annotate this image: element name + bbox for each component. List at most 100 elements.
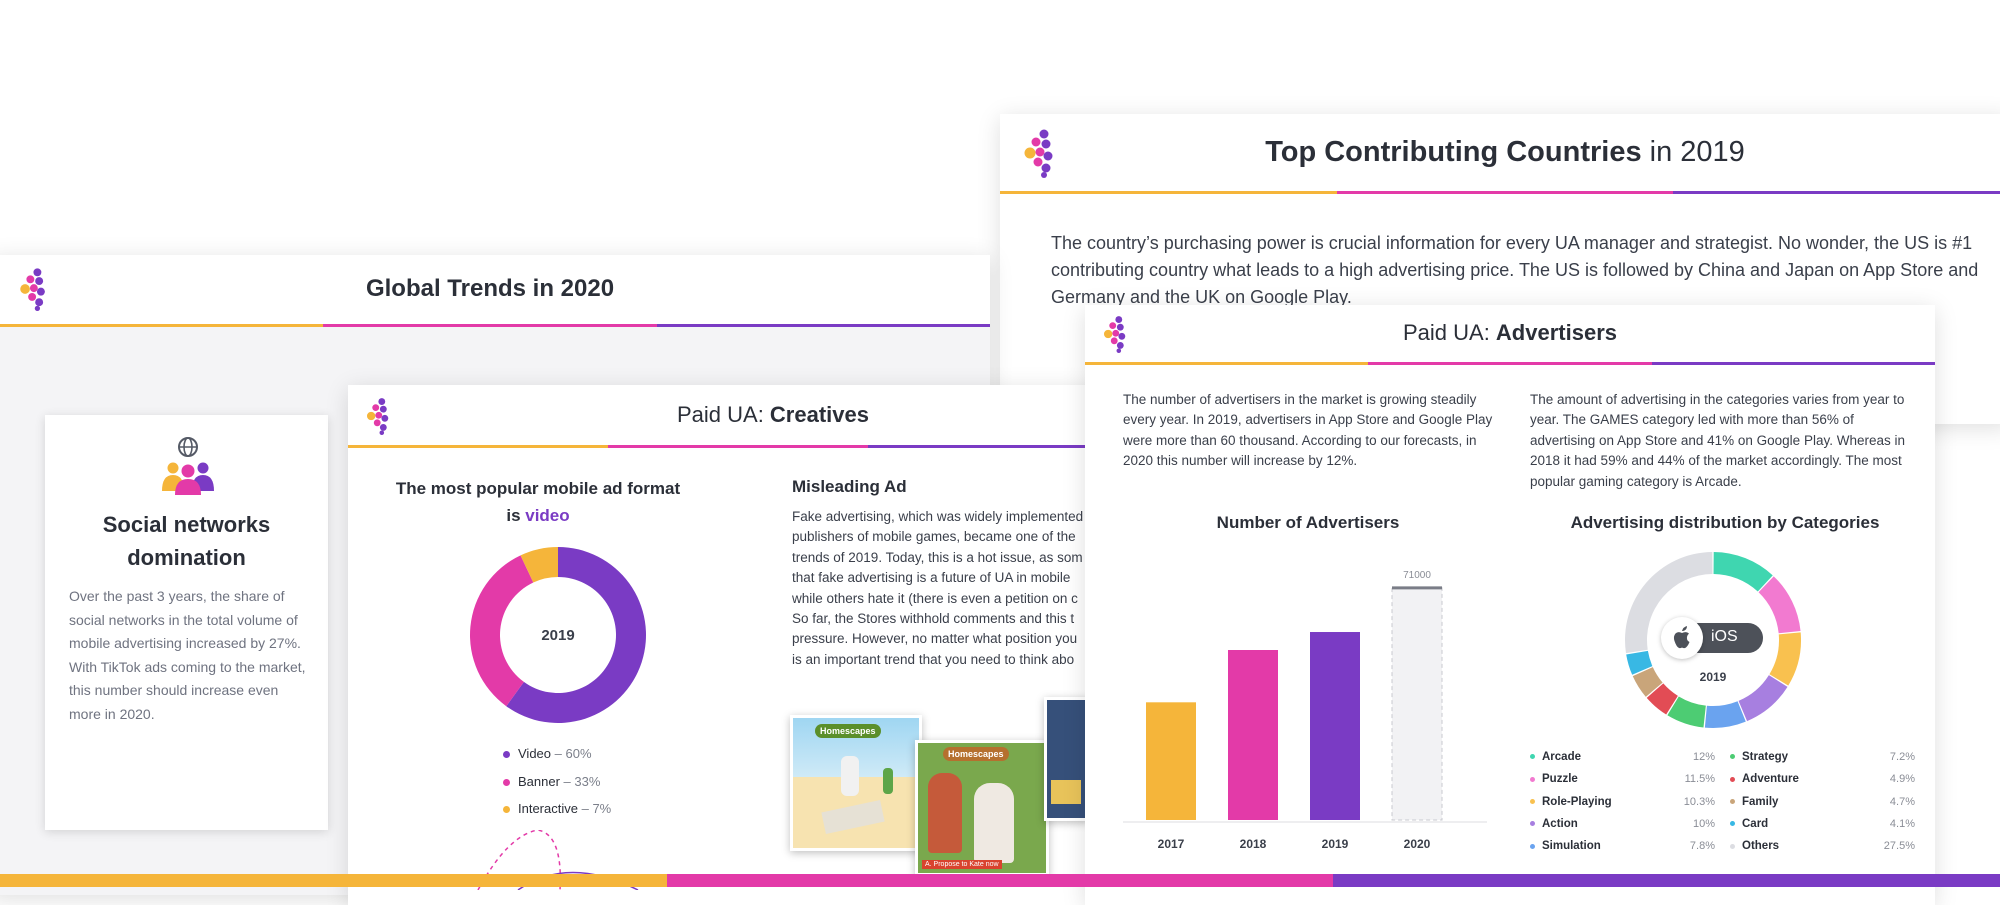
donut-slice [1713,552,1773,592]
header-stripe [1085,362,1935,365]
legend-item-interactive: Interactive – 7% [503,795,611,823]
donut-slice [1632,667,1663,697]
creatives-card: Paid UA: Creatives The most popular mobi… [348,385,1128,905]
brand-logo-icon [366,398,389,435]
brand-logo-icon [1103,316,1126,353]
globe-icon [178,437,198,457]
text-line: pressure. However, no matter what positi… [792,631,1078,647]
legend-value: 7.2% [1889,751,1915,763]
logo-dot [1043,151,1053,161]
logo-dot [1116,348,1122,353]
legend-value: – 60% [554,746,592,761]
advertisers-right-text: The amount of advertising in the categor… [1530,392,1905,489]
legend-dot [1530,821,1535,827]
ios-badge: iOS [1661,617,1763,659]
header-stripe [0,324,990,327]
logo-dot [379,430,385,435]
card-title: Global Trends in 2020 [365,275,615,302]
logo-dot [375,411,383,419]
donut-slice [1646,683,1678,715]
social-networks-box: Social networks domination Over the past… [45,415,328,830]
game-cactus [883,768,893,794]
legend-dot [1730,821,1735,827]
text-line: Fake advertising, which was widely imple… [792,509,1084,524]
text-line: is an important trend that you need to t… [792,651,1075,667]
legend-name: Others [1742,840,1780,853]
header-stripe [348,445,1128,448]
legend-dot [503,806,510,814]
legend-value: 27.5% [1883,840,1915,853]
legend-dot [1530,799,1535,805]
logo-dot [378,398,386,405]
legend-dot [503,751,510,759]
legend-value: 4.1% [1889,817,1915,830]
game-logo: Homescapes [815,724,881,738]
ad-format-legend: Video – 60% Banner – 33% Interactive – 7… [503,740,611,823]
legend-dot [1530,776,1535,782]
social-text: Over the past 3 years, the share of soci… [69,588,306,722]
game-screenshot-1: Homescapes [790,715,922,851]
categories-legend: Arcade 12% Puzzle 11.5% Role-Playing 10.3% Act… [1530,747,1915,867]
card-title: Paid UA: Creatives [348,402,1128,428]
logo-dot [1103,329,1113,339]
logo-dot [1116,323,1124,331]
header-stripe [1000,191,2000,194]
text-line: publishers of mobile games, became one o… [792,529,1076,545]
logo-dot [35,277,44,286]
legend-value: 7.8% [1689,840,1715,853]
advertisers-bar-chart: 2017 2018 2019 71000 2020 [1123,570,1487,851]
donut-title-line2: is video [388,502,688,529]
title-bold: Creatives [769,402,869,427]
legend-name: Banner [518,773,560,789]
donut-slice [1667,696,1706,728]
donut-slice [1626,650,1653,675]
legend-item: Puzzle 11.5% [1530,769,1715,789]
legend-value: 4.9% [1889,773,1915,786]
legend-dot [1730,754,1735,760]
legend-item: Arcade 12% [1530,747,1715,767]
logo-dot [28,292,37,301]
logo-dot [1115,316,1123,323]
logo-dot [20,284,30,294]
x-tick-label: 2020 [1404,837,1431,851]
donut-title: The most popular mobile ad format is vid… [388,475,688,529]
card-title: Paid UA: Advertisers [1085,320,1935,346]
donut-slice [1758,576,1801,634]
legend-item: Others 27.5% [1730,836,1915,856]
logo-dot [1109,322,1117,330]
donut-year: 2019 [1699,670,1727,684]
logo-dot [29,284,38,293]
legend-value: – 7% [581,801,612,816]
game-tiles [1051,780,1081,804]
title-rest: in 2019 [1641,136,1745,168]
legend-item: Family 4.7% [1730,792,1915,812]
legend-item: Role-Playing 10.3% [1530,792,1715,812]
bar [1310,632,1360,820]
legend-dot [1730,843,1735,849]
title-rest: Paid UA: [676,402,770,427]
donut-chart-title: Advertising distribution by Categories [1570,513,1880,532]
legend-dot [503,778,510,786]
legend-value: 4.7% [1889,795,1915,808]
logo-dot [373,419,381,427]
logo-dot [1118,332,1126,340]
logo-dot [1039,129,1049,139]
brand-logo-icon [1024,129,1053,178]
donut-slice [1704,701,1746,728]
game-logo: Homescapes [943,747,1009,761]
logo-dot [381,414,389,422]
text-line: that fake advertising is a future of UA … [792,570,1071,586]
ios-label: iOS [1711,628,1738,645]
donut-slice [1769,632,1801,686]
logo-dot [1024,147,1036,159]
bar-value-label: 71000 [1403,570,1431,581]
game-butler [974,783,1014,863]
legend-item: Simulation 7.8% [1530,836,1715,856]
legend-name: Family [1742,795,1779,808]
legend-name: Video [518,746,552,761]
social-title: Social networks domination [102,512,271,570]
legend-name: Role-Playing [1542,795,1612,808]
logo-dot [1110,337,1118,345]
legend-item-banner: Banner – 33% [503,768,611,796]
footer-stripe [0,874,2000,887]
